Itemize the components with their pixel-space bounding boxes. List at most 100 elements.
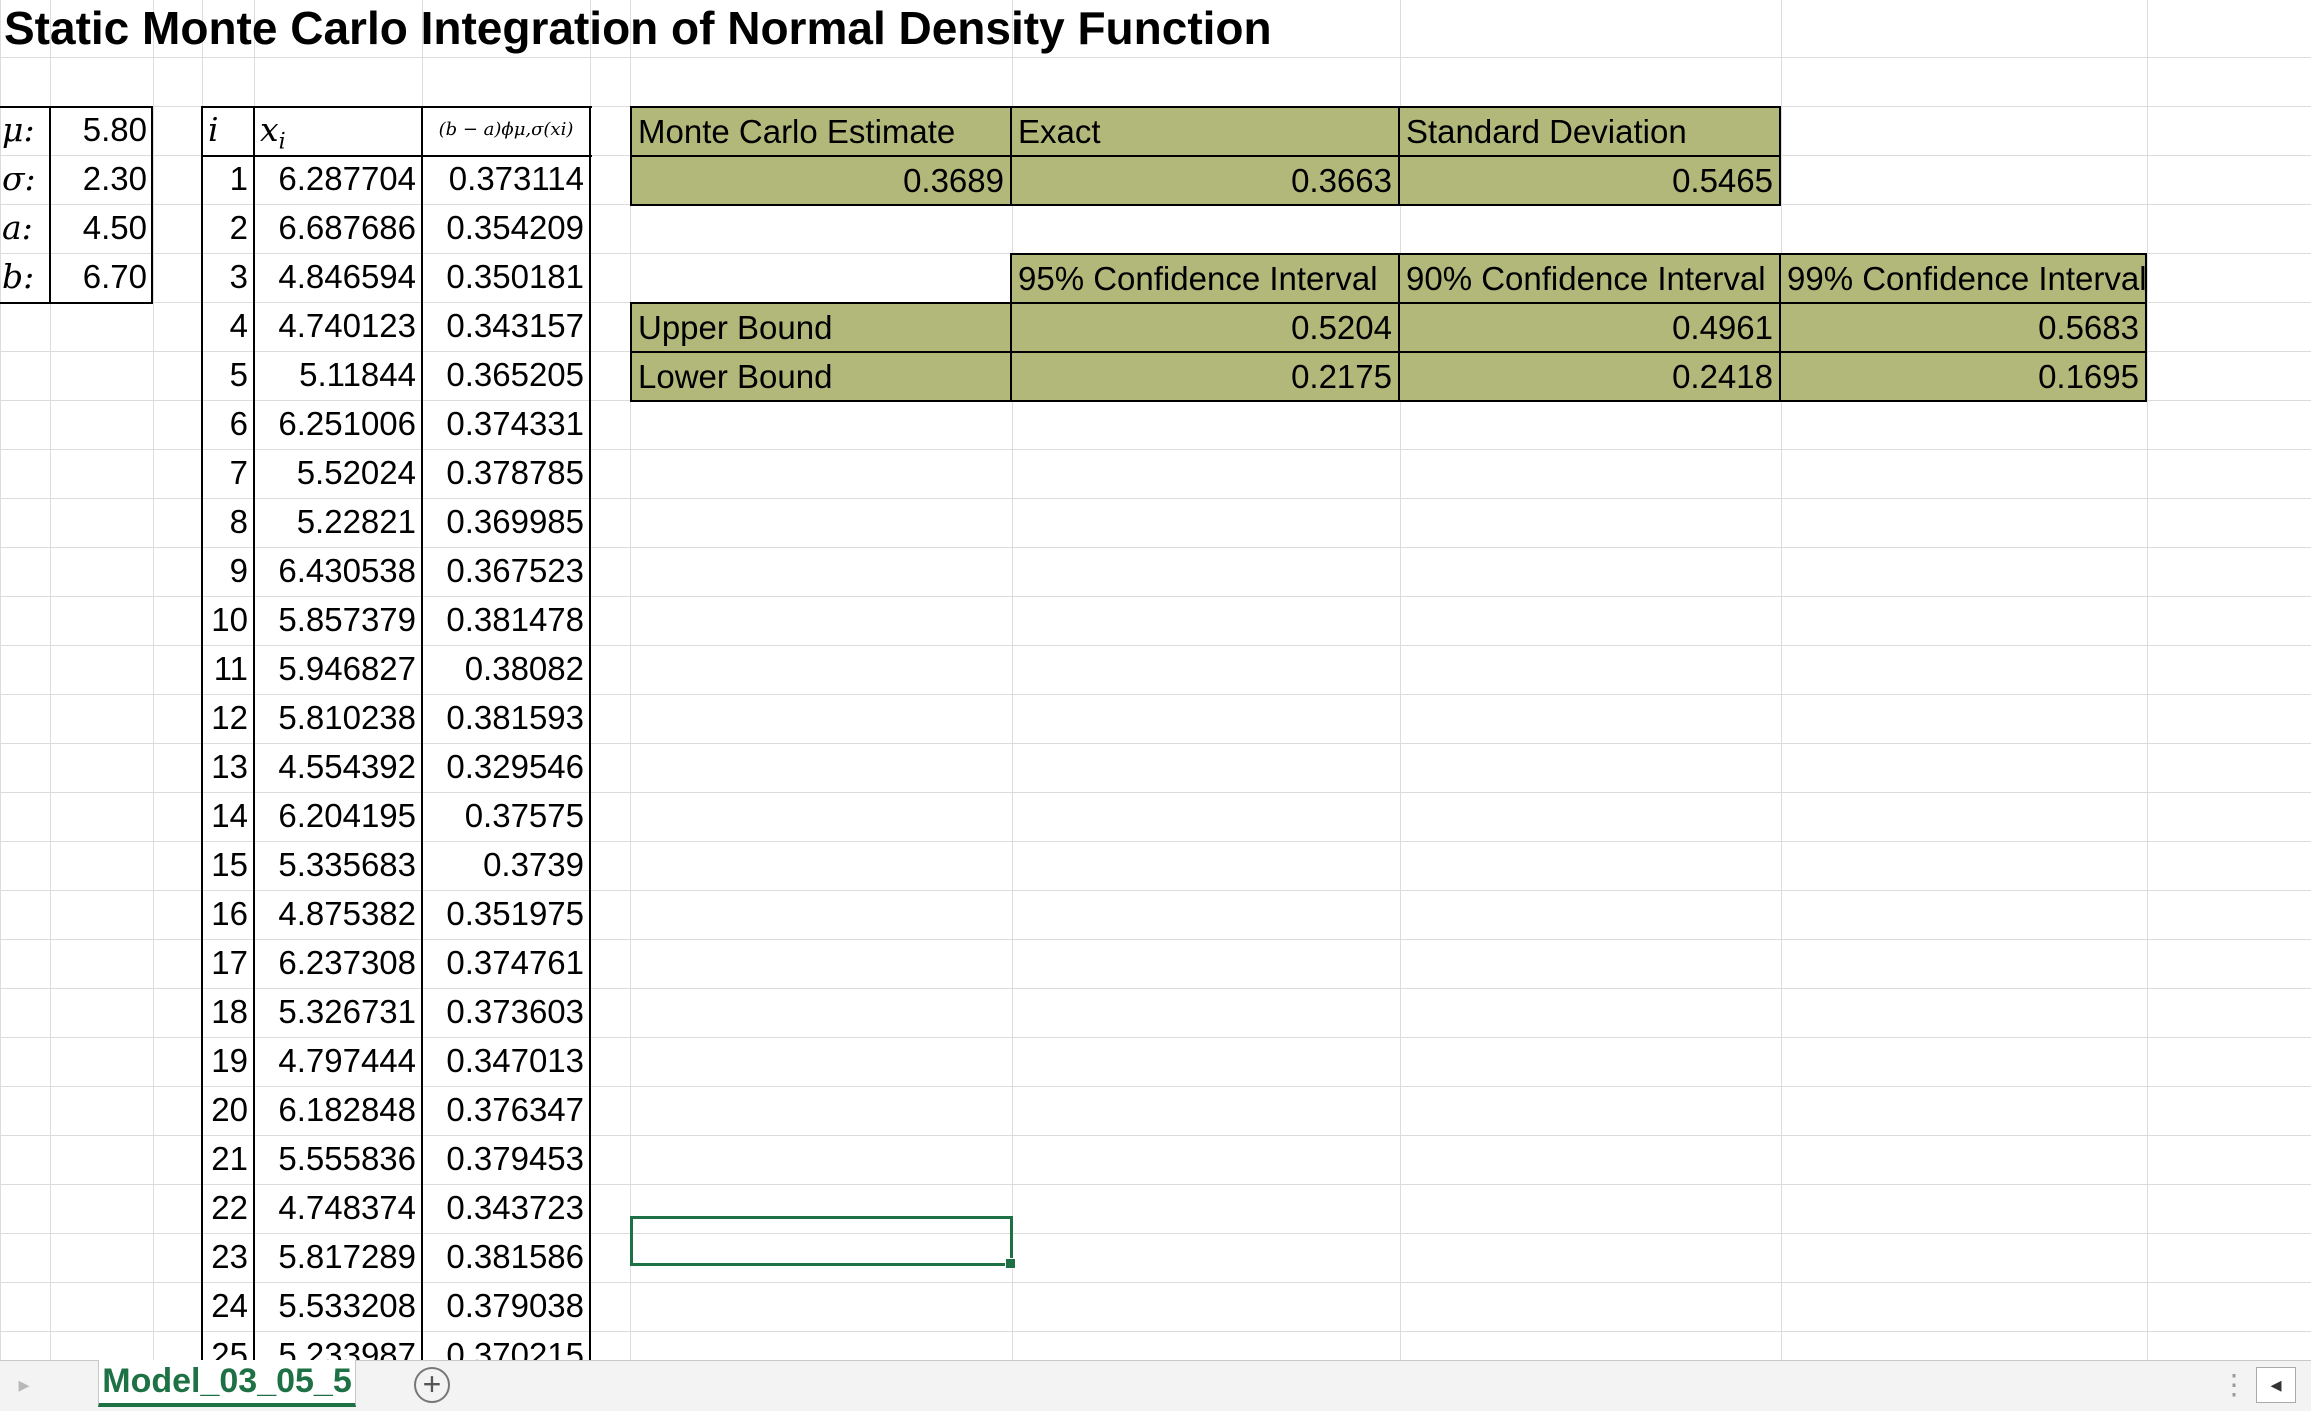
sample-cell-i[interactable]: 21 xyxy=(211,1140,248,1177)
param-value[interactable]: 2.30 xyxy=(82,160,147,197)
sample-cell-f[interactable]: 0.379038 xyxy=(446,1287,584,1324)
sample-cell-f[interactable]: 0.370215 xyxy=(446,1336,584,1360)
sample-cell-i[interactable]: 24 xyxy=(211,1287,248,1324)
sample-cell-x[interactable]: 4.748374 xyxy=(278,1189,416,1226)
sheet-tab-active[interactable]: Model_03_05_5 xyxy=(98,1360,356,1407)
sample-cell-f[interactable]: 0.350181 xyxy=(446,258,584,295)
sample-cell-x[interactable]: 5.11844 xyxy=(299,356,416,393)
sample-cell-i[interactable]: 12 xyxy=(211,699,248,736)
param-label[interactable]: σ: xyxy=(2,159,36,198)
sample-cell-x[interactable]: 5.326731 xyxy=(278,993,416,1030)
sample-cell-x[interactable]: 6.237308 xyxy=(278,944,416,981)
sample-cell-x[interactable]: 4.740123 xyxy=(278,307,416,344)
sample-cell-x[interactable]: 5.52024 xyxy=(296,454,416,491)
sample-cell-x[interactable]: 5.555836 xyxy=(278,1140,416,1177)
sample-cell-x[interactable]: 5.946827 xyxy=(278,650,416,687)
estimate-value[interactable]: 0.3689 xyxy=(630,155,1012,206)
sample-cell-f[interactable]: 0.373114 xyxy=(448,160,584,197)
sample-cell-f[interactable]: 0.373603 xyxy=(446,993,584,1030)
exact-label[interactable]: Exact xyxy=(1010,106,1400,157)
sample-cell-f[interactable]: 0.37575 xyxy=(464,797,584,834)
sample-cell-x[interactable]: 6.204195 xyxy=(278,797,416,834)
sample-cell-f[interactable]: 0.369985 xyxy=(446,503,584,540)
sample-cell-i[interactable]: 23 xyxy=(211,1238,248,1275)
sample-cell-x[interactable]: 4.875382 xyxy=(278,895,416,932)
param-value[interactable]: 6.70 xyxy=(82,258,147,295)
sample-cell-x[interactable]: 6.687686 xyxy=(278,209,416,246)
sample-cell-i[interactable]: 9 xyxy=(229,552,248,589)
selected-cell[interactable] xyxy=(630,1216,1016,1269)
ci95-header[interactable]: 95% Confidence Interval xyxy=(1010,253,1400,304)
param-label[interactable]: a: xyxy=(2,208,33,247)
exact-value[interactable]: 0.3663 xyxy=(1010,155,1400,206)
sample-cell-i[interactable]: 13 xyxy=(211,748,248,785)
sample-cell-x[interactable]: 4.797444 xyxy=(278,1042,416,1079)
fill-handle[interactable] xyxy=(1005,1258,1016,1269)
sample-cell-f[interactable]: 0.381586 xyxy=(446,1238,584,1275)
sample-cell-x[interactable]: 5.857379 xyxy=(278,601,416,638)
sample-cell-i[interactable]: 15 xyxy=(211,846,248,883)
sample-cell-i[interactable]: 16 xyxy=(211,895,248,932)
sample-cell-x[interactable]: 6.182848 xyxy=(278,1091,416,1128)
sample-cell-i[interactable]: 3 xyxy=(229,258,248,295)
lower-bound-95[interactable]: 0.2175 xyxy=(1010,351,1400,402)
sample-cell-x[interactable]: 5.817289 xyxy=(278,1238,416,1275)
param-label[interactable]: μ: xyxy=(2,110,35,149)
upper-bound-label[interactable]: Upper Bound xyxy=(630,302,1012,353)
sample-cell-f[interactable]: 0.381478 xyxy=(446,601,584,638)
sample-cell-x[interactable]: 6.251006 xyxy=(278,405,416,442)
sample-cell-f[interactable]: 0.376347 xyxy=(446,1091,584,1128)
tab-scroll-prev-icon[interactable]: ▸ xyxy=(18,1372,30,1397)
sample-cell-x[interactable]: 5.533208 xyxy=(278,1287,416,1324)
param-value[interactable]: 5.80 xyxy=(82,111,147,148)
sample-cell-x[interactable]: 5.810238 xyxy=(278,699,416,736)
sample-cell-i[interactable]: 22 xyxy=(211,1189,248,1226)
worksheet-grid[interactable]: Static Monte Carlo Integration of Normal… xyxy=(0,0,2311,1360)
sample-cell-f[interactable]: 0.367523 xyxy=(446,552,584,589)
sample-cell-f[interactable]: 0.343723 xyxy=(446,1189,584,1226)
sample-cell-i[interactable]: 18 xyxy=(211,993,248,1030)
sample-cell-f[interactable]: 0.365205 xyxy=(446,356,584,393)
sample-cell-x[interactable]: 4.554392 xyxy=(278,748,416,785)
sample-cell-i[interactable]: 14 xyxy=(211,797,248,834)
sample-cell-i[interactable]: 8 xyxy=(229,503,248,540)
sample-cell-i[interactable]: 20 xyxy=(211,1091,248,1128)
sample-cell-x[interactable]: 5.335683 xyxy=(278,846,416,883)
sample-cell-i[interactable]: 6 xyxy=(229,405,248,442)
upper-bound-90[interactable]: 0.4961 xyxy=(1398,302,1781,353)
param-value[interactable]: 4.50 xyxy=(82,209,147,246)
sample-cell-i[interactable]: 11 xyxy=(213,650,248,687)
sample-cell-i[interactable]: 4 xyxy=(229,307,248,344)
sample-cell-x[interactable]: 5.233987 xyxy=(278,1336,416,1360)
ci99-header[interactable]: 99% Confidence Interval xyxy=(1779,253,2147,304)
lower-bound-99[interactable]: 0.1695 xyxy=(1779,351,2147,402)
header-f[interactable]: (b − a)ϕμ,σ(xi) xyxy=(438,119,574,140)
sample-cell-x[interactable]: 6.430538 xyxy=(278,552,416,589)
sample-cell-f[interactable]: 0.374331 xyxy=(446,405,584,442)
lower-bound-90[interactable]: 0.2418 xyxy=(1398,351,1781,402)
sample-cell-f[interactable]: 0.381593 xyxy=(446,699,584,736)
sample-cell-f[interactable]: 0.329546 xyxy=(446,748,584,785)
sample-cell-i[interactable]: 5 xyxy=(229,356,248,393)
sample-cell-f[interactable]: 0.347013 xyxy=(446,1042,584,1079)
sample-cell-x[interactable]: 6.287704 xyxy=(278,160,416,197)
sample-cell-f[interactable]: 0.3739 xyxy=(483,846,584,883)
add-sheet-button[interactable]: + xyxy=(414,1367,450,1403)
lower-bound-label[interactable]: Lower Bound xyxy=(630,351,1012,402)
sample-cell-i[interactable]: 10 xyxy=(211,601,248,638)
sample-cell-f[interactable]: 0.343157 xyxy=(446,307,584,344)
sample-cell-f[interactable]: 0.374761 xyxy=(446,944,584,981)
sample-cell-i[interactable]: 25 xyxy=(211,1336,248,1360)
sample-cell-f[interactable]: 0.379453 xyxy=(446,1140,584,1177)
sample-cell-f[interactable]: 0.351975 xyxy=(446,895,584,932)
upper-bound-95[interactable]: 0.5204 xyxy=(1010,302,1400,353)
param-label[interactable]: b: xyxy=(2,257,35,296)
estimate-label[interactable]: Monte Carlo Estimate xyxy=(630,106,1012,157)
horizontal-scroll-left-icon[interactable]: ◂ xyxy=(2256,1367,2296,1403)
sample-cell-f[interactable]: 0.378785 xyxy=(446,454,584,491)
sd-label[interactable]: Standard Deviation xyxy=(1398,106,1781,157)
tab-bar-more-icon[interactable]: ⋮ xyxy=(2220,1369,2248,1400)
sample-cell-i[interactable]: 7 xyxy=(229,454,248,491)
sample-cell-i[interactable]: 1 xyxy=(229,160,248,197)
upper-bound-99[interactable]: 0.5683 xyxy=(1779,302,2147,353)
